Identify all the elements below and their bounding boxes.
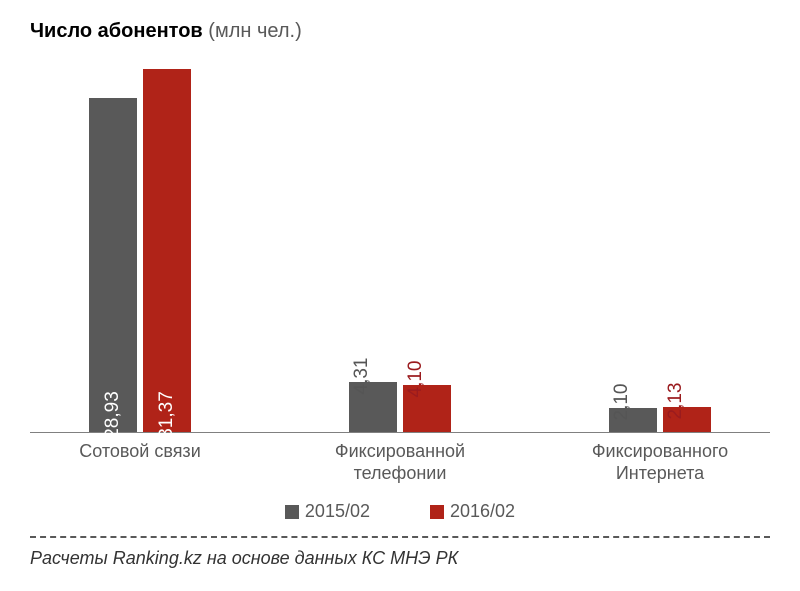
bar-value-label: 4,10 xyxy=(405,360,427,397)
bar: 4,31 xyxy=(349,382,397,432)
legend-swatch xyxy=(430,505,444,519)
divider xyxy=(30,536,770,538)
bar: 4,10 xyxy=(403,385,451,432)
bar: 31,37 xyxy=(143,69,191,432)
bar-group: 2,102,13 xyxy=(560,407,760,432)
title-unit: (млн чел.) xyxy=(208,20,301,42)
x-axis-label: Фиксированного Интернета xyxy=(560,441,760,484)
bar-value-label: 2,13 xyxy=(665,383,687,420)
legend-label: 2015/02 xyxy=(305,501,370,522)
bar-value-label: 2,10 xyxy=(611,383,633,420)
legend-label: 2016/02 xyxy=(450,501,515,522)
x-axis-labels: Сотовой связи Фиксированной телефонии Фикс… xyxy=(30,441,770,491)
legend-swatch xyxy=(285,505,299,519)
legend-item: 2016/02 xyxy=(430,501,515,522)
bar: 2,10 xyxy=(609,408,657,432)
plot-area: 28,9331,374,314,102,102,13 xyxy=(30,63,770,433)
chart-container: Число абонентов (млн чел.) 28,9331,374,3… xyxy=(0,0,800,591)
bar-value-label: 28,93 xyxy=(102,391,124,439)
chart-title: Число абонентов (млн чел.) xyxy=(30,20,770,43)
source-text: Расчеты Ranking.kz на основе данных КС М… xyxy=(30,548,770,569)
bar-value-label: 31,37 xyxy=(156,391,178,439)
legend: 2015/02 2016/02 xyxy=(30,501,770,522)
title-bold: Число абонентов xyxy=(30,20,203,42)
bar-value-label: 4,31 xyxy=(351,358,373,395)
bar: 28,93 xyxy=(89,98,137,433)
bar: 2,13 xyxy=(663,407,711,432)
bar-group: 28,9331,37 xyxy=(40,69,240,432)
x-axis-label: Фиксированной телефонии xyxy=(300,441,500,484)
legend-item: 2015/02 xyxy=(285,501,370,522)
bar-group: 4,314,10 xyxy=(300,382,500,432)
x-axis-label: Сотовой связи xyxy=(40,441,240,463)
